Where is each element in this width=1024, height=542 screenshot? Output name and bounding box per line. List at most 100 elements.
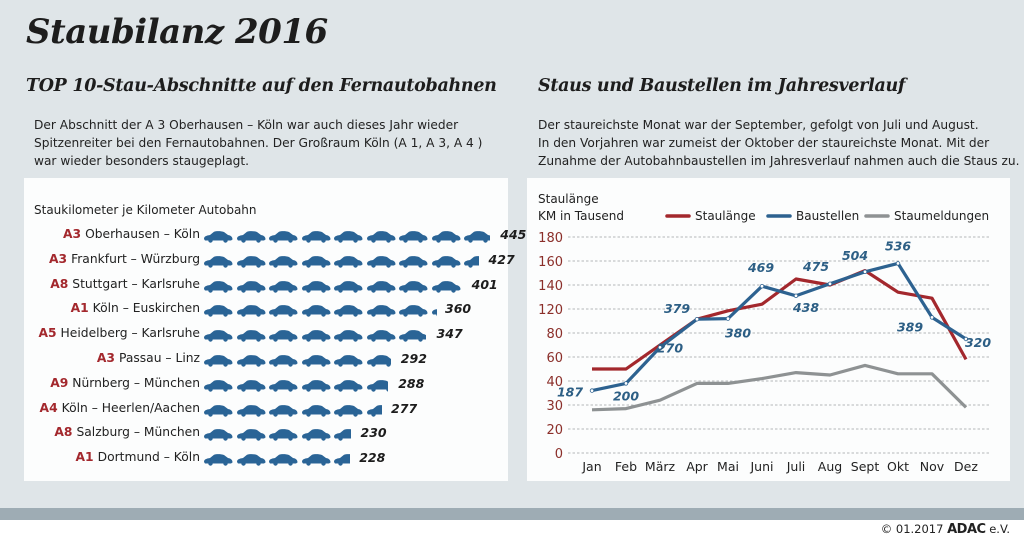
car-icon	[268, 328, 298, 342]
car-icon	[463, 254, 480, 268]
car-icon	[333, 353, 363, 367]
car-icon	[333, 328, 363, 342]
bar-row: A4 Köln – Heerlen/Aachen 277	[0, 401, 508, 419]
left-heading: TOP 10-Stau-Abschnitte auf den Fernautob…	[26, 76, 497, 96]
right-description-line: Zunahme der Autobahnbaustellen im Jahres…	[538, 154, 1020, 168]
bar-value-label: 230	[360, 425, 387, 441]
bar-category-label: A3 Oberhausen – Köln	[63, 227, 200, 241]
data-labels: 187 200 270 379 380 469 438 475 504 536 389 320	[557, 238, 991, 403]
data-point	[657, 345, 663, 350]
series-line-staumeldungen	[591, 363, 968, 412]
data-point	[793, 293, 799, 298]
car-icon	[366, 279, 396, 293]
x-tick-label: Aug	[818, 459, 842, 474]
car-icon	[268, 378, 298, 392]
bar-row: A1 Dortmund – Köln 228	[0, 450, 508, 468]
road-number: A1	[70, 301, 89, 316]
road-section: Frankfurt – Würzburg	[71, 251, 200, 266]
car-icon	[203, 452, 233, 466]
line-chart: Staulänge KM in Tausend Staulänge Baustel…	[538, 192, 991, 474]
car-icon	[236, 353, 266, 367]
car-icon	[268, 279, 298, 293]
data-label: 475	[802, 259, 829, 274]
car-icon	[398, 254, 428, 268]
car-icon	[301, 303, 331, 318]
right-heading: Staus und Baustellen im Jahresverlauf	[538, 76, 906, 96]
x-tick-label: Jan	[581, 459, 601, 474]
car-icon	[268, 229, 298, 243]
copyright-date: © 01.2017	[880, 522, 944, 536]
car-icon	[203, 303, 233, 318]
x-tick-label: Mai	[717, 459, 739, 474]
car-icon	[236, 303, 266, 318]
road-section: Heidelberg – Karlsruhe	[60, 326, 200, 341]
bar-category-label: A8 Salzburg – München	[54, 425, 200, 439]
y-tick-label: 140	[538, 279, 563, 294]
car-icon	[203, 254, 233, 268]
data-label: 469	[747, 260, 774, 275]
bar-value-label: 288	[398, 375, 425, 391]
y-tick-label: 0	[555, 447, 563, 462]
car-icon	[236, 403, 266, 417]
right-description-line: Der staureichste Monat war der September…	[538, 118, 979, 132]
car-icon	[236, 452, 266, 466]
data-label: 536	[885, 238, 911, 253]
y-tick-label: 80	[546, 327, 563, 342]
data-point	[725, 316, 731, 321]
bar-value-label: 277	[391, 400, 418, 416]
data-point	[895, 261, 901, 266]
car-icon	[398, 328, 427, 342]
road-number: A8	[54, 425, 73, 440]
y-tick-label: 40	[546, 375, 563, 390]
car-icon	[301, 452, 331, 466]
car-icon	[203, 403, 233, 417]
car-icon	[268, 403, 298, 417]
car-icon	[268, 303, 298, 318]
data-point	[862, 269, 868, 274]
car-icon	[301, 427, 331, 442]
bar-row: A8 Salzburg – München 230	[0, 425, 508, 443]
x-tick-label: Juli	[786, 459, 806, 474]
car-icon	[236, 279, 266, 293]
road-number: A5	[38, 326, 57, 341]
bar-value-label: 228	[359, 450, 386, 466]
bar-value-label: 347	[436, 326, 463, 342]
bar-row: A3 Frankfurt – Würzburg 427	[0, 251, 515, 270]
road-number: A4	[39, 400, 58, 415]
data-label: 379	[664, 301, 690, 316]
data-label: 200	[613, 388, 639, 403]
y-tick-label: 60	[546, 351, 563, 366]
car-icon	[398, 303, 428, 318]
data-point	[623, 381, 629, 386]
x-tick-label: Feb	[615, 459, 637, 474]
left-description-line: Der Abschnitt der A 3 Oberhausen – Köln …	[34, 118, 459, 132]
car-icon	[268, 353, 298, 367]
car-icon	[333, 229, 363, 243]
bar-value-label: 360	[445, 301, 472, 317]
bar-value-label: 445	[500, 227, 527, 242]
car-icon	[333, 378, 363, 392]
car-icon	[366, 254, 396, 268]
page-title: Staubilanz 2016	[26, 12, 328, 52]
car-icon	[333, 279, 363, 293]
bar-row: A3 Oberhausen – Köln 445	[0, 227, 526, 245]
x-tick-label: März	[645, 459, 676, 474]
car-icon	[333, 303, 363, 318]
bar-value-label: 292	[400, 351, 427, 366]
road-section: Köln – Euskirchen	[92, 301, 200, 316]
road-number: A3	[62, 227, 82, 241]
data-label: 187	[557, 385, 583, 400]
road-number: A1	[75, 450, 94, 465]
road-number: A9	[50, 375, 69, 390]
road-section: Stuttgart – Karlsruhe	[72, 276, 200, 291]
legend-label: Staumeldungen	[894, 209, 989, 223]
car-icon	[333, 254, 363, 268]
legend-label: Staulänge	[695, 209, 756, 223]
car-icon	[203, 229, 233, 243]
bar-row: A3 Passau – Linz 292	[0, 351, 508, 369]
bar-value-label: 427	[488, 251, 515, 267]
x-tick-label: Okt	[887, 459, 909, 474]
x-tick-label: Nov	[920, 459, 945, 474]
data-point	[759, 284, 765, 289]
